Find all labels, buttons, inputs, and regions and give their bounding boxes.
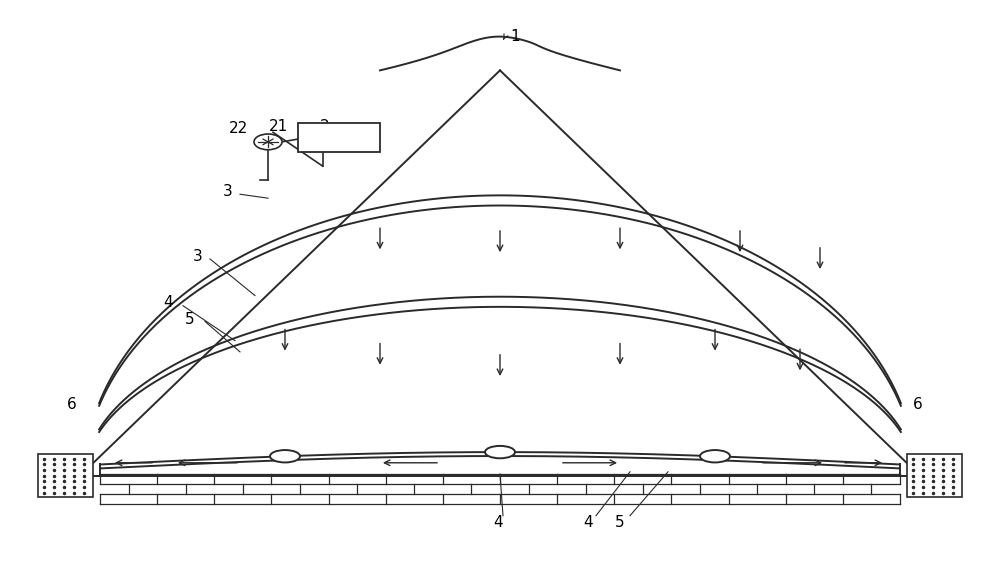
Text: 5: 5 xyxy=(185,312,195,327)
Text: 2: 2 xyxy=(320,119,330,134)
Bar xyxy=(38,454,93,497)
Text: 3: 3 xyxy=(223,184,233,199)
Text: 3: 3 xyxy=(193,249,203,263)
Text: 1: 1 xyxy=(510,29,520,44)
Text: 5: 5 xyxy=(615,515,625,530)
Text: 6: 6 xyxy=(67,397,77,412)
Text: 4: 4 xyxy=(583,515,593,530)
Ellipse shape xyxy=(700,450,730,462)
Bar xyxy=(907,454,962,497)
Bar xyxy=(298,123,380,152)
Ellipse shape xyxy=(270,450,300,462)
Ellipse shape xyxy=(485,446,515,458)
Circle shape xyxy=(254,134,282,150)
Text: 4: 4 xyxy=(493,515,503,530)
Text: 22: 22 xyxy=(228,121,248,136)
Text: 4: 4 xyxy=(163,296,173,310)
Text: 6: 6 xyxy=(913,397,923,412)
Text: 21: 21 xyxy=(268,119,288,134)
